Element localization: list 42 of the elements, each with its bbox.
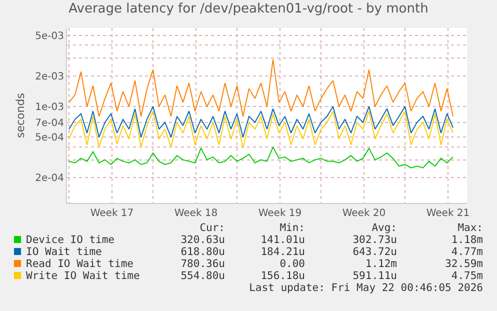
line-series [68, 146, 454, 168]
line-series [68, 106, 454, 138]
y-tick-label: 1e-03 [35, 102, 64, 114]
text: 4.75m [451, 270, 483, 282]
text: Max: [458, 222, 483, 234]
text: Last update: Fri May 22 00:46:05 2026 [249, 282, 483, 294]
text: 780.36u [180, 258, 225, 270]
y-tick-label: 2e-04 [35, 173, 64, 184]
text: 0.00 [280, 258, 305, 270]
y-axis-title: seconds [14, 92, 27, 138]
text: 618.80u [180, 246, 225, 258]
text: 320.63u [180, 234, 225, 246]
x-tick-label: Week 18 [174, 208, 218, 219]
legend-label: Device IO time [26, 234, 115, 246]
text: Avg: [372, 222, 397, 234]
legend-label: IO Wait time [26, 246, 102, 258]
x-tick-label: Week 20 [342, 208, 386, 219]
text: 302.73u [352, 234, 397, 246]
text: 554.80u [180, 270, 225, 282]
chart-title: Average latency for /dev/peakten01-vg/root - by month [68, 1, 428, 16]
text: Min: [280, 222, 305, 234]
x-tick-label: Week 17 [90, 208, 134, 219]
y-tick-label: 5e-03 [35, 30, 64, 42]
text: 591.11u [352, 270, 397, 282]
text: 1.12m [365, 258, 397, 270]
line-series [68, 58, 454, 117]
legend-label: Read IO Wait time [26, 258, 134, 270]
text: Cur: [200, 222, 225, 234]
line-series [68, 110, 454, 149]
y-tick-label: 7e-04 [35, 118, 64, 129]
text: 4.77m [451, 246, 483, 258]
text: 141.01u [260, 234, 305, 246]
text: 156.18u [260, 270, 305, 282]
text: 643.72u [352, 246, 397, 258]
text: 32.59m [445, 258, 483, 270]
legend-label: Write IO Wait time [26, 270, 140, 282]
text: 1.18m [451, 234, 483, 246]
y-tick-label: 5e-04 [35, 132, 64, 144]
text: 184.21u [260, 246, 305, 258]
x-tick-label: Week 21 [426, 208, 470, 219]
y-tick-label: 2e-03 [35, 71, 64, 82]
x-tick-label: Week 19 [258, 208, 302, 219]
